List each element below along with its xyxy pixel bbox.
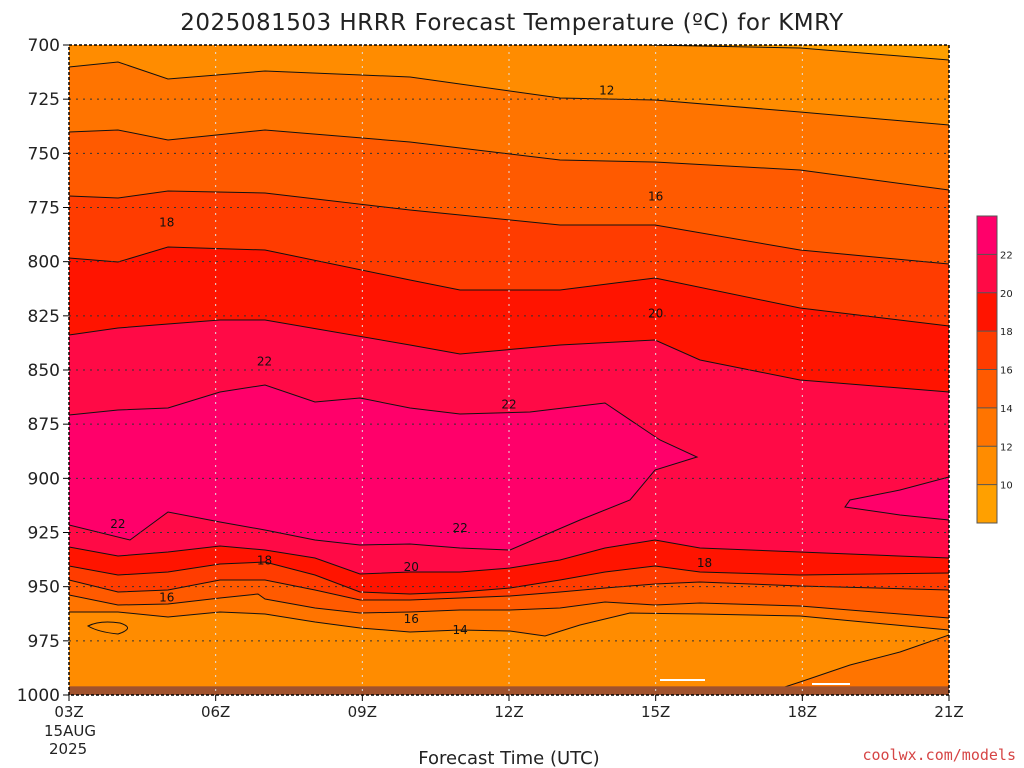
y-tick-label: 775 <box>28 199 60 219</box>
contour-label-text: 18 <box>697 556 712 570</box>
contour-small-loop <box>86 621 128 635</box>
contour-label-text: 22 <box>110 517 125 531</box>
contour-12 <box>69 61 949 126</box>
contour-lines <box>69 45 949 695</box>
y-tick-label: 825 <box>28 307 60 327</box>
colorbar-segment <box>977 216 997 255</box>
contour-label: 16 <box>404 612 419 626</box>
contour-labels: 12 16 18 20 22 22 22 22 20 18 18 16 16 14 <box>110 84 712 638</box>
x-tick-label: 18Z <box>788 703 817 721</box>
contour-label: 18 <box>697 556 712 570</box>
y-tick-label: 950 <box>28 578 60 598</box>
x-tick-label: 09Z <box>348 703 377 721</box>
colorbar-tick-label: 18 <box>1000 327 1013 338</box>
contour-label-text: 22 <box>257 354 272 368</box>
y-tick-label: 750 <box>28 144 60 164</box>
x-tick-label: 03Z <box>54 703 83 721</box>
colorbar-segment <box>977 484 997 523</box>
contour-18 <box>69 246 949 327</box>
y-axis: 700 725 750 775 800 825 850 875 900 925 950 975 1000 <box>17 36 69 706</box>
y-tick-label: 800 <box>28 253 60 273</box>
band-8-10 <box>69 45 949 60</box>
surface-highlight <box>660 679 850 685</box>
contour-label-text: 18 <box>159 216 174 230</box>
contour-label: 18 <box>159 216 174 230</box>
colorbar-tick-label: 16 <box>1000 366 1013 377</box>
contour-label-text: 22 <box>452 521 467 535</box>
colorbar-segment <box>977 292 997 332</box>
contour-label: 12 <box>599 84 614 98</box>
contour-label: 16 <box>648 190 663 204</box>
colorbar: 10 12 14 16 18 20 22 <box>976 215 1013 524</box>
band-22-24-main <box>69 385 697 550</box>
contour-label: 18 <box>257 554 272 568</box>
contour-label: 20 <box>404 560 419 574</box>
contour-label-text: 18 <box>257 554 272 568</box>
contour-16 <box>69 190 949 265</box>
contour-low-14 <box>69 593 949 619</box>
colorbar-tick-label: 14 <box>1000 404 1013 415</box>
x-tick-label: 15Z <box>641 703 670 721</box>
y-tick-label: 1000 <box>17 686 60 706</box>
colorbar-segment <box>977 331 997 370</box>
contour-label-text: 22 <box>501 398 516 412</box>
contour-label: 16 <box>159 591 174 605</box>
x-tick-label: 06Z <box>201 703 230 721</box>
contour-label: 14 <box>452 623 467 637</box>
band-22-24-east <box>845 477 949 520</box>
colorbar-tick-label: 12 <box>1000 442 1013 453</box>
contour-label: 22 <box>257 354 272 368</box>
contour-label: 22 <box>501 398 516 412</box>
y-tick-label: 875 <box>28 415 60 435</box>
contour-low-12 <box>69 611 949 637</box>
plot-area <box>69 45 949 695</box>
colorbar-segment <box>977 446 997 485</box>
contour-22-main <box>69 384 699 551</box>
contour-20 <box>69 319 949 393</box>
y-tick-label: 975 <box>28 632 60 652</box>
contour-label-text: 20 <box>648 307 663 321</box>
contour-label-text: 16 <box>159 591 174 605</box>
credit-text: coolwx.com/models <box>862 746 1016 764</box>
contour-low-16 <box>69 579 949 601</box>
contour-label-text: 12 <box>599 84 614 98</box>
x-tick-label: 21Z <box>934 703 963 721</box>
contour-label-text: 16 <box>404 612 419 626</box>
contour-label-text: 20 <box>404 560 419 574</box>
date-label-year: 2025 <box>49 740 87 758</box>
colorbar-segment <box>977 407 997 447</box>
contour-low-20 <box>69 539 949 575</box>
y-tick-label: 900 <box>28 469 60 489</box>
contour-label-text: 16 <box>648 190 663 204</box>
contour-label: 20 <box>648 307 663 321</box>
colorbar-segment <box>977 254 997 293</box>
contour-10 <box>649 45 949 61</box>
chart-title: 2025081503 HRRR Forecast Temperature (ºC… <box>180 10 844 36</box>
colorbar-tick-label: 20 <box>1000 289 1013 300</box>
contour-label: 22 <box>452 521 467 535</box>
y-tick-label: 850 <box>28 361 60 381</box>
date-label-day: 15AUG <box>44 722 96 740</box>
colorbar-tick-label: 22 <box>1000 250 1013 261</box>
contour-label: 22 <box>110 517 125 531</box>
y-tick-label: 700 <box>28 36 60 56</box>
band-low-12-14 <box>69 612 949 695</box>
contour-22-east <box>844 476 949 521</box>
contour-label-text: 14 <box>452 623 467 637</box>
contour-low-18 <box>69 561 949 595</box>
colorbar-tick-label: 10 <box>1000 481 1013 492</box>
x-axis: 03Z 06Z 09Z 12Z 15Z 18Z 21Z <box>54 695 964 721</box>
x-tick-label: 12Z <box>494 703 523 721</box>
x-axis-label: Forecast Time (UTC) <box>418 748 599 768</box>
contour-14 <box>69 129 949 191</box>
y-tick-label: 925 <box>28 524 60 544</box>
colorbar-segment <box>977 369 997 408</box>
y-tick-label: 725 <box>28 90 60 110</box>
